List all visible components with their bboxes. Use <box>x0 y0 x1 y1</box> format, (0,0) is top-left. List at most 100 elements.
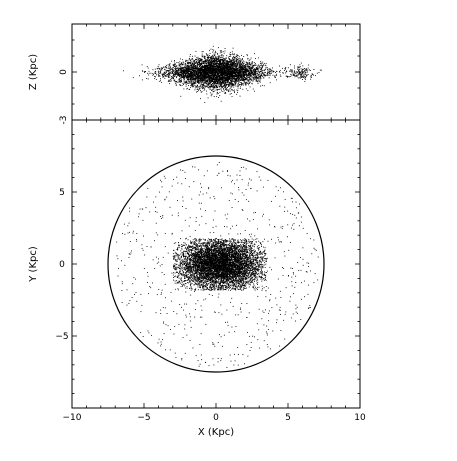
top-data-point <box>191 85 193 87</box>
top-data-point <box>228 71 230 73</box>
top-data-point <box>154 76 156 78</box>
top-data-point <box>217 81 219 83</box>
top-data-point <box>194 79 196 81</box>
top-data-point <box>212 57 213 59</box>
top-data-point <box>237 90 239 92</box>
top-data-point <box>238 71 240 73</box>
top-data-point <box>241 71 243 73</box>
top-data-point <box>238 79 240 81</box>
top-data-point <box>198 81 199 82</box>
top-data-point <box>192 78 194 80</box>
top-data-point <box>167 75 169 77</box>
top-data-point <box>203 86 204 88</box>
top-data-point <box>198 71 199 73</box>
top-data-point <box>205 67 207 69</box>
top-data-point <box>230 55 232 57</box>
top-data-point <box>238 78 240 80</box>
top-data-point <box>204 55 206 57</box>
top-data-point <box>229 51 231 53</box>
top-data-point <box>252 71 254 73</box>
top-data-point <box>255 67 257 69</box>
top-data-point <box>203 82 205 84</box>
top-data-point <box>199 62 201 63</box>
top-data-point <box>233 63 235 65</box>
top-data-point <box>214 70 216 72</box>
top-data-point <box>180 77 182 79</box>
top-data-point <box>183 69 185 70</box>
top-data-point <box>153 73 154 75</box>
top-data-point <box>257 69 259 71</box>
top-data-point <box>248 78 250 80</box>
top-data-point <box>148 74 150 76</box>
top-data-point <box>270 69 272 71</box>
top-data-point <box>243 62 245 64</box>
top-data-point <box>257 64 259 66</box>
top-data-point <box>197 91 199 92</box>
top-data-point <box>158 75 159 77</box>
top-data-point <box>233 72 235 74</box>
top-data-point <box>251 83 253 85</box>
top-data-point <box>222 70 224 72</box>
top-data-point <box>203 78 205 80</box>
top-data-point <box>208 74 210 76</box>
top-data-point <box>261 70 263 72</box>
top-data-point <box>225 78 227 80</box>
top-data-point <box>167 80 169 82</box>
top-data-point <box>240 86 241 88</box>
top-data-point <box>180 80 182 82</box>
top-data-point <box>220 82 222 84</box>
top-data-point <box>218 82 220 84</box>
top-data-point <box>218 70 220 72</box>
top-data-point <box>211 68 213 70</box>
top-data-point <box>205 74 207 75</box>
top-data-point <box>188 88 190 90</box>
top-data-point <box>198 60 200 62</box>
top-data-point <box>223 76 225 78</box>
top-data-point <box>172 65 174 67</box>
top-data-point <box>209 71 211 73</box>
top-data-point <box>204 78 206 80</box>
top-data-point <box>242 66 243 68</box>
top-data-point <box>219 80 221 82</box>
top-data-point <box>225 72 227 74</box>
top-data-point <box>192 62 194 64</box>
top-data-point <box>223 62 225 64</box>
top-data-point <box>252 77 254 79</box>
top-data-point <box>204 58 206 59</box>
top-data-point <box>235 69 237 70</box>
top-data-point <box>198 75 200 77</box>
top-data-point <box>209 85 211 87</box>
top-data-point <box>224 50 226 52</box>
top-data-point <box>213 65 215 67</box>
top-data-point <box>218 81 220 83</box>
top-data-point <box>241 76 243 78</box>
top-data-point <box>185 73 186 75</box>
top-data-point <box>166 67 168 69</box>
top-data-point <box>218 66 220 68</box>
top-data-point <box>247 70 248 72</box>
top-data-point <box>209 66 210 68</box>
top-data-point <box>202 77 204 79</box>
top-data-point <box>225 79 227 81</box>
top-data-point <box>232 76 234 78</box>
top-data-point <box>222 79 224 80</box>
top-data-point <box>231 70 233 72</box>
top-data-point <box>235 71 237 73</box>
top-data-point <box>246 62 248 64</box>
top-data-point <box>243 72 245 74</box>
top-data-point <box>186 82 188 84</box>
top-data-point <box>220 67 222 69</box>
top-data-point <box>260 62 262 64</box>
top-data-point <box>173 65 175 67</box>
top-data-point <box>243 71 245 73</box>
top-data-point <box>172 78 174 80</box>
top-data-point <box>253 76 255 78</box>
top-data-point <box>190 69 192 71</box>
top-data-point <box>212 74 214 75</box>
top-data-point <box>166 70 167 72</box>
top-data-point <box>238 69 240 71</box>
top-data-point <box>189 76 191 78</box>
top-data-point <box>187 69 189 71</box>
top-data-point <box>261 63 263 64</box>
top-data-point <box>233 54 235 56</box>
